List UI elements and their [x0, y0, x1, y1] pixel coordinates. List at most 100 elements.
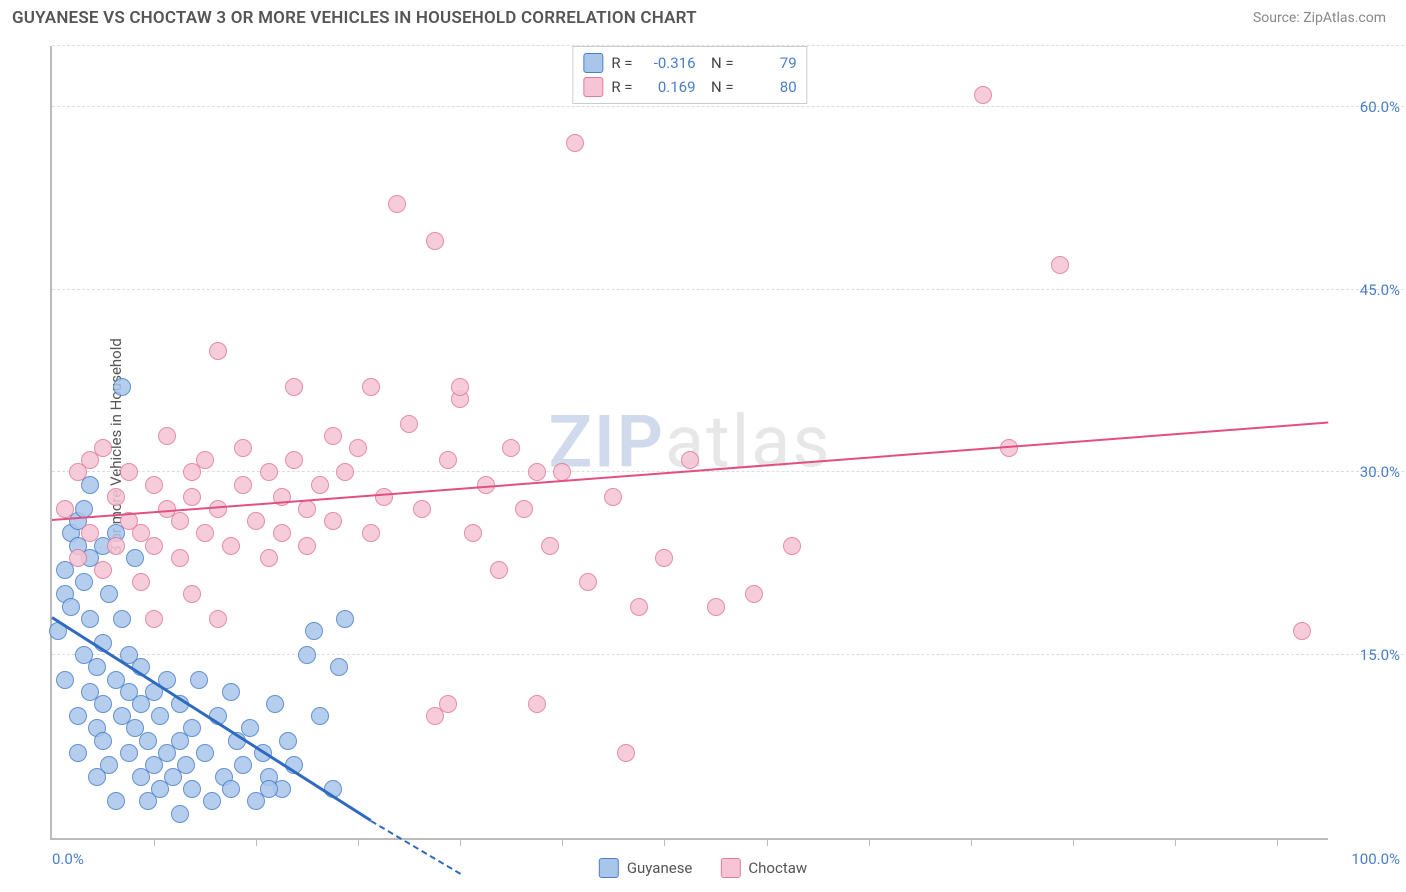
gridline — [52, 289, 1404, 290]
data-point — [107, 488, 125, 506]
data-point — [464, 524, 482, 542]
data-point — [566, 134, 584, 152]
data-point — [107, 792, 125, 810]
data-point — [132, 573, 150, 591]
data-point — [100, 585, 118, 603]
data-point — [311, 476, 329, 494]
stats-row-guyanese: R = -0.316 N = 79 — [583, 51, 796, 75]
xtick — [358, 838, 359, 846]
scatter-chart: ZIPatlas R = -0.316 N = 79 R = 0.169 N =… — [50, 46, 1328, 840]
legend-label-guyanese: Guyanese — [627, 859, 693, 877]
data-point — [145, 476, 163, 494]
data-point — [279, 732, 297, 750]
data-point — [151, 707, 169, 725]
data-point — [120, 744, 138, 762]
ytick-label: 60.0% — [1360, 98, 1400, 116]
ytick-label: 45.0% — [1360, 281, 1400, 299]
data-point — [273, 524, 291, 542]
xtick — [971, 838, 972, 846]
data-point — [234, 756, 252, 774]
xtick — [154, 838, 155, 846]
chart-title: GUYANESE VS CHOCTAW 3 OR MORE VEHICLES I… — [12, 8, 697, 28]
data-point — [247, 512, 265, 530]
data-point — [196, 524, 214, 542]
data-point — [126, 549, 144, 567]
data-point — [113, 610, 131, 628]
data-point — [196, 451, 214, 469]
gridline — [52, 654, 1404, 655]
data-point — [324, 427, 342, 445]
data-point — [451, 378, 469, 396]
n-label: N = — [704, 54, 734, 72]
legend-swatch-guyanese — [599, 858, 619, 878]
gridline — [52, 471, 1404, 472]
data-point — [579, 573, 597, 591]
stats-row-choctaw: R = 0.169 N = 80 — [583, 75, 796, 99]
data-point — [145, 537, 163, 555]
data-point — [81, 524, 99, 542]
data-point — [1293, 622, 1311, 640]
data-point — [745, 585, 763, 603]
data-point — [336, 610, 354, 628]
data-point — [266, 695, 284, 713]
data-point — [324, 512, 342, 530]
data-point — [1051, 256, 1069, 274]
data-point — [298, 537, 316, 555]
data-point — [183, 719, 201, 737]
ytick-label: 15.0% — [1360, 646, 1400, 664]
data-point — [528, 695, 546, 713]
data-point — [190, 671, 208, 689]
data-point — [203, 792, 221, 810]
data-point — [234, 439, 252, 457]
data-point — [974, 86, 992, 104]
data-point — [349, 439, 367, 457]
data-point — [75, 573, 93, 591]
stats-legend: R = -0.316 N = 79 R = 0.169 N = 80 — [572, 46, 807, 104]
data-point — [56, 500, 74, 518]
r-label: R = — [611, 54, 632, 72]
data-point — [209, 342, 227, 360]
data-point — [69, 549, 87, 567]
data-point — [439, 451, 457, 469]
data-point — [120, 463, 138, 481]
data-point — [681, 451, 699, 469]
xtick — [1175, 838, 1176, 846]
data-point — [171, 805, 189, 823]
data-point — [707, 598, 725, 616]
legend-label-choctaw: Choctaw — [748, 859, 807, 877]
data-point — [183, 780, 201, 798]
data-point — [94, 561, 112, 579]
data-point — [69, 707, 87, 725]
data-point — [330, 658, 348, 676]
legend-item-guyanese: Guyanese — [599, 858, 693, 878]
data-point — [81, 610, 99, 628]
data-point — [209, 610, 227, 628]
data-point — [541, 537, 559, 555]
r-value-choctaw: 0.169 — [641, 78, 696, 96]
xtick — [562, 838, 563, 846]
data-point — [69, 744, 87, 762]
data-point — [183, 585, 201, 603]
data-point — [171, 512, 189, 530]
data-point — [298, 646, 316, 664]
data-point — [362, 378, 380, 396]
data-point — [234, 476, 252, 494]
xtick — [1073, 838, 1074, 846]
xtick-label: 0.0% — [52, 850, 84, 868]
data-point — [362, 524, 380, 542]
data-point — [100, 756, 118, 774]
data-point — [56, 671, 74, 689]
data-point — [260, 463, 278, 481]
data-point — [413, 500, 431, 518]
swatch-guyanese — [583, 53, 603, 73]
r-label: R = — [611, 78, 632, 96]
data-point — [88, 658, 106, 676]
n-value-guyanese: 79 — [742, 54, 797, 72]
data-point — [139, 732, 157, 750]
source-label: Source: ZipAtlas.com — [1253, 10, 1386, 26]
data-point — [439, 695, 457, 713]
data-point — [305, 622, 323, 640]
data-point — [94, 732, 112, 750]
xtick — [460, 838, 461, 846]
trend-line — [370, 820, 460, 875]
